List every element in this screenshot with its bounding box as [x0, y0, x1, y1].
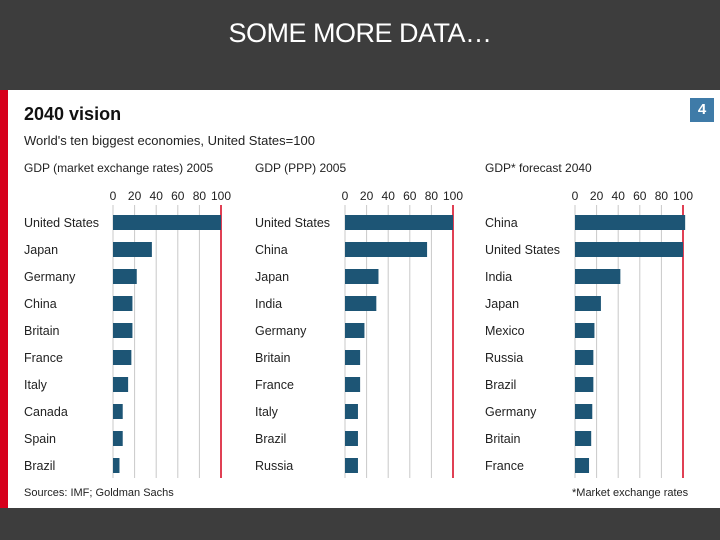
- panel-2-bar: [345, 377, 361, 392]
- panel-1-category-label: Germany: [24, 270, 76, 284]
- bar-charts-svg: GDP (market exchange rates) 2005 0 20 40 60 8…: [24, 161, 693, 478]
- panel-1-category-label: France: [24, 351, 63, 365]
- panel-2-category-label: Germany: [255, 324, 307, 338]
- panel-2-bar: [345, 242, 428, 257]
- panel-3-bar: [575, 458, 590, 473]
- panel-2-category-label: Britain: [255, 351, 290, 365]
- panel-1-bar: [113, 296, 133, 311]
- panel-2-bar: [345, 404, 358, 419]
- panel-1-bar: [113, 458, 120, 473]
- panel-1-category-label: Japan: [24, 243, 58, 257]
- panel-3-title: GDP* forecast 2040: [485, 161, 592, 175]
- panel-2-bar: [345, 215, 453, 230]
- figure-title: 2040 vision: [24, 104, 122, 124]
- panel-3-bar: [575, 296, 601, 311]
- panel-1-category-label: Spain: [24, 432, 56, 446]
- panel-3-x-tick-label: 80: [655, 189, 669, 203]
- panel-2-category-label: Italy: [255, 405, 279, 419]
- panel-1-category-label: Canada: [24, 405, 68, 419]
- panel-2-bar: [345, 323, 365, 338]
- footnote: *Market exchange rates: [572, 487, 689, 499]
- panel-3-bar: [575, 350, 594, 365]
- panel-3-category-label: Britain: [485, 432, 520, 446]
- panel-3-category-label: Mexico: [485, 324, 525, 338]
- panel-1-bar: [113, 215, 221, 230]
- panel-2-x-tick-label: 80: [425, 189, 439, 203]
- panel-1-title: GDP (market exchange rates) 2005: [24, 161, 214, 175]
- panel-3-bar: [575, 377, 594, 392]
- panel-1-category-label: United States: [24, 216, 99, 230]
- panel-1-category-label: Brazil: [24, 459, 55, 473]
- panel-2-x-tick-label: 20: [360, 189, 374, 203]
- panel-1-category-label: Italy: [24, 378, 48, 392]
- panel-3-bar: [575, 323, 595, 338]
- panel-3-category-label: Russia: [485, 351, 523, 365]
- panel-2-x-tick-label: 40: [382, 189, 396, 203]
- panel-2-category-label: Brazil: [255, 432, 286, 446]
- panel-1-bar: [113, 269, 137, 284]
- panel-1-x-tick-label: 40: [150, 189, 164, 203]
- panel-1-x-tick-label: 100: [211, 189, 231, 203]
- panel-3-bar: [575, 404, 593, 419]
- panel-3-category-label: Brazil: [485, 378, 516, 392]
- panel-2-bar: [345, 296, 377, 311]
- panel-3-category-label: China: [485, 216, 518, 230]
- panel-1-x-tick-label: 20: [128, 189, 142, 203]
- panel-2-category-label: Russia: [255, 459, 293, 473]
- panel-2-title: GDP (PPP) 2005: [255, 161, 346, 175]
- panel-3-bar: [575, 215, 686, 230]
- panel-1-bar: [113, 431, 123, 446]
- panel-3-x-tick-label: 20: [590, 189, 604, 203]
- panel-3-bar: [575, 269, 621, 284]
- panel-2-x-tick-label: 60: [403, 189, 417, 203]
- source-note: Sources: IMF; Goldman Sachs: [24, 487, 174, 499]
- panel-3-x-tick-label: 40: [612, 189, 626, 203]
- panel-2-category-label: India: [255, 297, 282, 311]
- panel-1-category-label: China: [24, 297, 57, 311]
- panel-1-x-tick-label: 60: [171, 189, 185, 203]
- slide-title: SOME MORE DATA…: [228, 18, 492, 48]
- panel-2-bar: [345, 350, 361, 365]
- panel-3-category-label: Japan: [485, 297, 519, 311]
- panel-3-category-label: India: [485, 270, 512, 284]
- panel-1-category-label: Britain: [24, 324, 59, 338]
- panel-1-bar: [113, 242, 152, 257]
- panel-2-category-label: France: [255, 378, 294, 392]
- panel-2-x-tick-label: 0: [342, 189, 349, 203]
- panel-3-bar: [575, 431, 592, 446]
- panel-1-bar: [113, 404, 123, 419]
- panel-2-bar: [345, 458, 358, 473]
- figure-subtitle: World's ten biggest economies, United St…: [24, 133, 315, 148]
- chart-number-badge: 4: [690, 98, 714, 122]
- panel-3-x-tick-label: 60: [633, 189, 647, 203]
- panel-2-category-label: Japan: [255, 270, 289, 284]
- panel-3-x-tick-label: 100: [673, 189, 693, 203]
- panel-2-category-label: China: [255, 243, 288, 257]
- panel-3-category-label: Germany: [485, 405, 537, 419]
- panel-1-bar: [113, 323, 133, 338]
- panel-1-bar: [113, 350, 132, 365]
- panel-3-x-tick-label: 0: [572, 189, 579, 203]
- panel-1-x-tick-label: 80: [193, 189, 207, 203]
- chart-figure: 2040 vision World's ten biggest economie…: [0, 90, 720, 508]
- panel-2-x-tick-label: 100: [443, 189, 463, 203]
- panel-2-bar: [345, 269, 379, 284]
- panel-2-category-label: United States: [255, 216, 330, 230]
- panel-3-category-label: France: [485, 459, 524, 473]
- panel-1-bar: [113, 377, 129, 392]
- panel-3-category-label: United States: [485, 243, 560, 257]
- accent-strip: [0, 90, 8, 508]
- panel-2-bar: [345, 431, 358, 446]
- panel-3-bar: [575, 242, 683, 257]
- panel-1-x-tick-label: 0: [110, 189, 117, 203]
